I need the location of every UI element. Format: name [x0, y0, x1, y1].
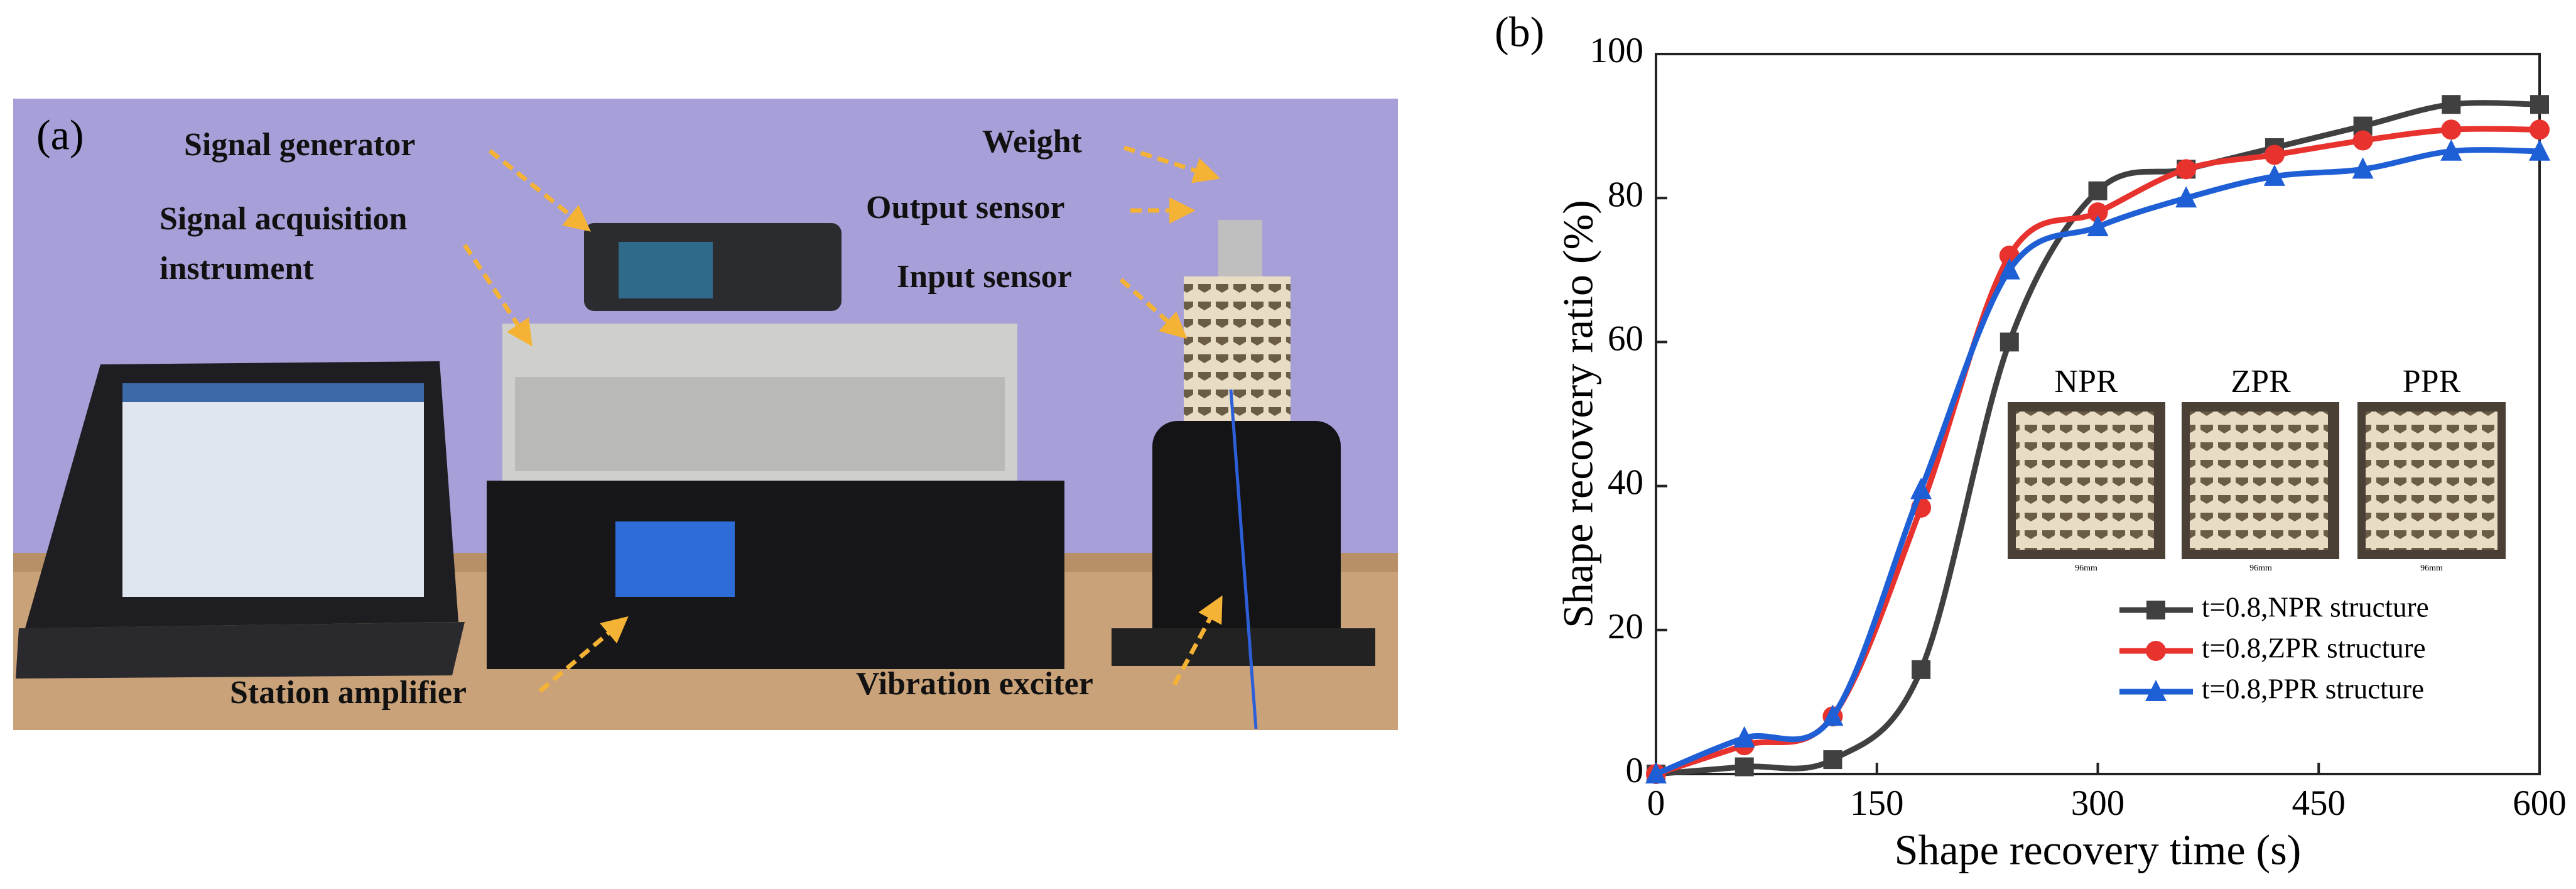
point [1823, 750, 1843, 770]
annotation: Input sensor [897, 259, 1072, 295]
x-axis-title: Shape recovery time (s) [1895, 826, 2302, 874]
point [2088, 181, 2108, 200]
point [2264, 145, 2285, 165]
arrows [463, 145, 1223, 693]
point [1822, 704, 1844, 726]
y-tick-label: 40 [1608, 463, 1643, 503]
inset-label: NPR [2054, 364, 2118, 400]
point [2441, 119, 2462, 140]
point [2352, 157, 2374, 179]
point [2087, 215, 2109, 237]
point [1998, 258, 2020, 280]
annotation: instrument [160, 251, 314, 286]
y-tick-label: 100 [1590, 31, 1644, 70]
annotation: Output sensor [866, 190, 1064, 226]
panel-label: (b) [1495, 8, 1544, 56]
legend-label: t=0.8,PPR structure [2202, 673, 2424, 704]
legend-marker [2146, 641, 2166, 661]
y-axis-title: Shape recovery ratio (%) [1554, 200, 1602, 628]
point [1733, 726, 1755, 748]
inset-dimension: 96mm [2420, 564, 2443, 573]
point [2175, 186, 2197, 208]
annotation: Station amplifier [230, 675, 467, 711]
insets [2008, 402, 2506, 559]
y-tick-label: 60 [1608, 319, 1643, 358]
point [2530, 95, 2549, 114]
annotation: Signal generator [184, 127, 415, 163]
point [2176, 159, 2197, 180]
point [1912, 660, 1931, 679]
point [2087, 202, 2108, 223]
legend-marker [2145, 680, 2167, 701]
annotation: Vibration exciter [856, 666, 1093, 702]
x-tick-label: 450 [2292, 783, 2346, 823]
point [2352, 130, 2373, 151]
panel-label: (a) [36, 111, 84, 159]
point [2529, 139, 2550, 161]
point [2000, 332, 2019, 352]
inset-label: PPR [2403, 364, 2461, 400]
y-tick-label: 20 [1608, 607, 1643, 646]
point [2440, 139, 2462, 161]
point [2442, 95, 2461, 114]
point [2263, 164, 2285, 186]
legend-label: t=0.8,ZPR structure [2202, 632, 2426, 663]
point [2530, 119, 2550, 140]
x-tick-label: 300 [2071, 783, 2125, 823]
x-tick-label: 150 [1850, 783, 1904, 823]
inset-label: ZPR [2231, 364, 2291, 400]
inset-dimension: 96mm [2075, 564, 2097, 573]
point [1734, 757, 1754, 777]
x-tick-label: 600 [2513, 783, 2567, 823]
legend-marker [2146, 601, 2165, 619]
legend-label: t=0.8,NPR structure [2202, 591, 2429, 623]
y-tick-label: 0 [1626, 751, 1644, 790]
annotation: Signal acquisition [160, 201, 408, 237]
inset-dimension: 96mm [2249, 564, 2272, 573]
annotation: Weight [982, 124, 1083, 160]
y-tick-label: 80 [1608, 175, 1643, 214]
photo [13, 99, 1398, 730]
point [1645, 762, 1667, 783]
point [1910, 477, 1932, 499]
x-tick-label: 0 [1647, 783, 1665, 823]
